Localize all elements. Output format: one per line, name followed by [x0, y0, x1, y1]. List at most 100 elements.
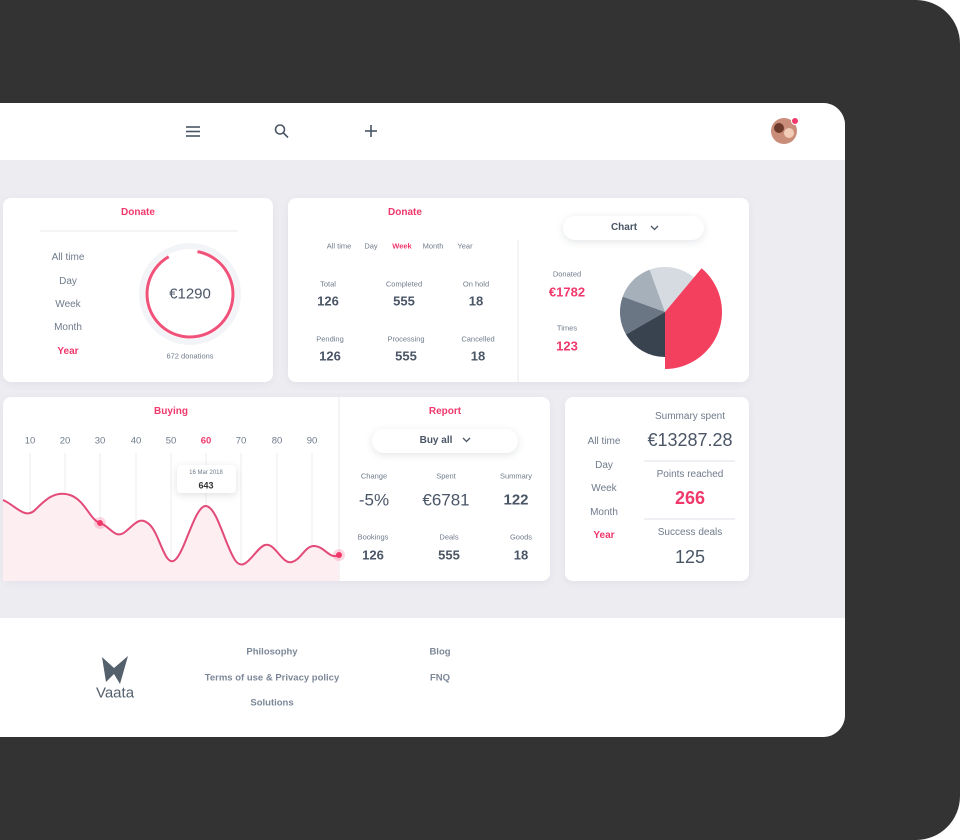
x-tick-label: 30 — [94, 435, 106, 447]
pie-chart — [619, 266, 723, 369]
stat-label: Goods — [509, 532, 533, 542]
period-option[interactable]: Week — [55, 299, 81, 310]
x-tick-label: 20 — [59, 435, 71, 447]
dot — [336, 552, 342, 558]
x-tick-label: 70 — [235, 435, 247, 447]
pie-slice — [626, 312, 665, 358]
tooltip-date: 16 Mar 2018 — [189, 470, 223, 476]
period-option[interactable]: All time — [587, 436, 621, 447]
stat-label: Donated — [552, 269, 582, 279]
summary-label: Points reached — [656, 469, 724, 480]
footer-link[interactable]: FNQ — [429, 671, 451, 683]
summary-label: Summary spent — [654, 411, 726, 422]
tooltip — [177, 465, 236, 493]
footer-link[interactable]: Terms of use & Privacy policy — [204, 671, 340, 683]
stat-value: 126 — [362, 547, 384, 563]
card-title: Donate — [121, 207, 155, 218]
period-tab[interactable]: Week — [392, 241, 412, 251]
stat-value: €1782 — [548, 284, 586, 300]
x-tick-label: 80 — [271, 435, 283, 447]
period-tab[interactable]: Year — [457, 241, 473, 251]
stat-value: 123 — [556, 338, 578, 354]
period-option[interactable]: Month — [590, 507, 618, 518]
footer-link[interactable]: Philosophy — [246, 646, 298, 658]
stat-value: 18 — [468, 293, 484, 309]
stat-label: Total — [320, 279, 336, 289]
chevron — [462, 437, 471, 443]
x-tick-label: 40 — [130, 435, 142, 447]
ring-shadow — [139, 243, 241, 345]
avatar-detail — [784, 128, 794, 138]
chart-dropdown[interactable] — [563, 216, 704, 240]
pie-slice — [649, 266, 694, 312]
buy-dropdown[interactable] — [372, 429, 518, 453]
tooltip-value: 643 — [198, 480, 214, 491]
header — [0, 103, 845, 160]
period-tab[interactable]: Day — [364, 241, 378, 251]
stat-value: 555 — [393, 293, 415, 309]
period-tab[interactable]: Month — [422, 241, 444, 251]
card-title: Buying — [154, 406, 188, 417]
summary-value: 125 — [674, 547, 706, 567]
x-tick-label: 60 — [200, 435, 212, 447]
stat-label: Pending — [316, 334, 344, 344]
stat-value: 126 — [317, 293, 339, 309]
stat-label: Cancelled — [461, 334, 495, 344]
summary-value: €13287.28 — [647, 430, 733, 450]
period-option[interactable]: Year — [593, 530, 615, 541]
stat-label: Change — [360, 471, 388, 481]
x-tick-label: 90 — [306, 435, 318, 447]
stat-value: 122 — [503, 491, 529, 509]
amount: €1290 — [169, 285, 211, 303]
stat-label: Bookings — [357, 532, 389, 542]
note: 672 donations — [166, 351, 214, 361]
stat-value: 555 — [438, 547, 460, 563]
stat-label: Spent — [436, 471, 456, 481]
stat-value: -5% — [358, 490, 390, 510]
footer — [0, 618, 845, 737]
card-title: Donate — [388, 207, 422, 218]
stat-label: Deals — [439, 532, 459, 542]
x-tick-label: 10 — [24, 435, 36, 447]
dropdown-label: Chart — [610, 222, 638, 233]
logo-text: Vaata — [95, 684, 135, 702]
stat-value: €6781 — [422, 490, 470, 510]
period-tab[interactable]: All time — [326, 241, 352, 251]
stat-label: Processing — [387, 334, 425, 344]
period-option[interactable]: Week — [591, 483, 617, 494]
menu-icon[interactable] — [186, 126, 200, 137]
dot — [97, 520, 103, 526]
stat-value: 18 — [513, 547, 529, 563]
progress-ring — [145, 249, 235, 339]
notification-dot — [791, 117, 799, 125]
period-option[interactable]: All time — [51, 252, 85, 263]
footer-link[interactable]: Solutions — [250, 697, 294, 709]
stat-value: 555 — [395, 348, 417, 364]
stat-label: On hold — [462, 279, 490, 289]
chevron — [650, 225, 659, 231]
line — [2, 492, 340, 566]
summary-value: 266 — [674, 488, 706, 508]
period-option[interactable]: Month — [54, 322, 82, 333]
period-option[interactable]: Day — [595, 460, 613, 471]
summary-label: Success deals — [657, 527, 723, 538]
stat-label: Completed — [385, 279, 423, 289]
pie-slice — [619, 296, 665, 335]
period-option[interactable]: Year — [57, 346, 79, 357]
area — [3, 493, 339, 581]
period-option[interactable]: Day — [59, 276, 77, 287]
summary-card — [565, 397, 749, 581]
pie-slice — [622, 269, 665, 312]
stat-value: 126 — [319, 348, 341, 364]
stat-value: 18 — [470, 348, 486, 364]
card-title: Report — [428, 406, 462, 417]
stat-label: Summary — [499, 471, 533, 481]
add-icon[interactable] — [365, 125, 377, 137]
logo-icon — [102, 656, 128, 684]
footer-link[interactable]: Blog — [429, 646, 451, 658]
avatar-detail — [774, 123, 784, 133]
search-icon[interactable] — [274, 124, 289, 139]
dropdown-label: Buy all — [419, 435, 453, 446]
